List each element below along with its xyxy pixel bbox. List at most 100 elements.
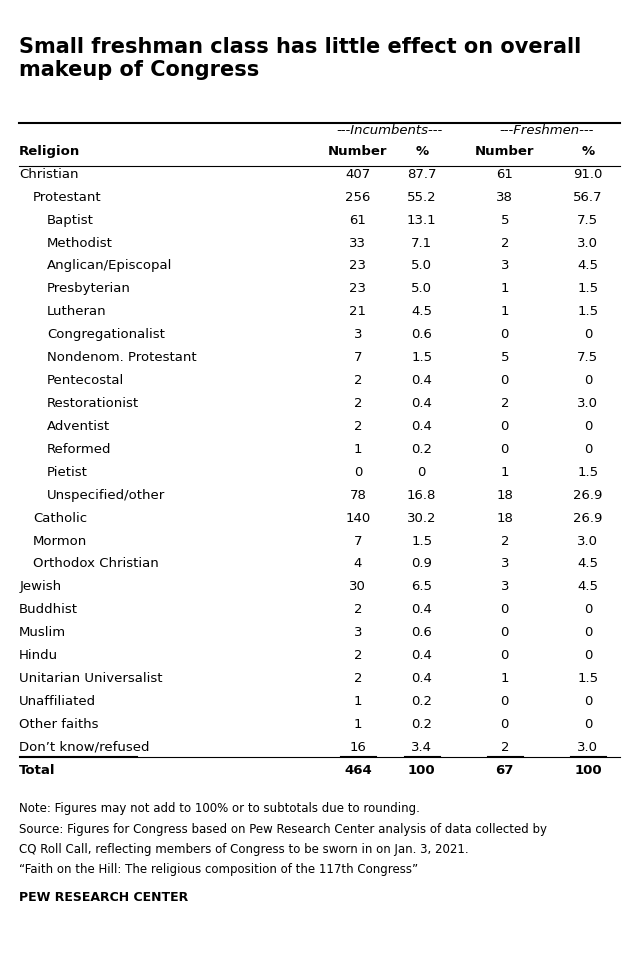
Text: Restorationist: Restorationist	[47, 397, 139, 410]
Text: 2: 2	[353, 672, 362, 685]
Text: 3: 3	[500, 259, 509, 273]
Text: Baptist: Baptist	[47, 214, 94, 226]
Text: 0: 0	[583, 695, 592, 708]
Text: Methodist: Methodist	[47, 237, 113, 249]
Text: Buddhist: Buddhist	[19, 603, 78, 616]
Text: Lutheran: Lutheran	[47, 305, 107, 319]
Text: 7.1: 7.1	[411, 237, 433, 249]
Text: Muslim: Muslim	[19, 626, 66, 639]
Text: CQ Roll Call, reflecting members of Congress to be sworn in on Jan. 3, 2021.: CQ Roll Call, reflecting members of Cong…	[19, 843, 469, 856]
Text: 5: 5	[500, 351, 509, 364]
Text: 7: 7	[353, 351, 362, 364]
Text: Hindu: Hindu	[19, 649, 58, 663]
Text: Protestant: Protestant	[33, 191, 102, 204]
Text: 1: 1	[500, 466, 509, 479]
Text: 1.5: 1.5	[411, 351, 433, 364]
Text: Congregationalist: Congregationalist	[47, 328, 165, 341]
Text: 7: 7	[353, 534, 362, 548]
Text: 56.7: 56.7	[573, 191, 603, 204]
Text: 1: 1	[500, 282, 509, 296]
Text: 0: 0	[500, 328, 509, 341]
Text: 18: 18	[497, 511, 513, 525]
Text: 3: 3	[500, 581, 509, 593]
Text: PEW RESEARCH CENTER: PEW RESEARCH CENTER	[19, 891, 189, 904]
Text: 0: 0	[583, 603, 592, 616]
Text: 2: 2	[353, 603, 362, 616]
Text: 1: 1	[500, 672, 509, 685]
Text: 3: 3	[353, 328, 362, 341]
Text: %: %	[581, 145, 594, 158]
Text: 0: 0	[500, 695, 509, 708]
Text: 0: 0	[583, 443, 592, 455]
Text: 0: 0	[583, 626, 592, 639]
Text: 26.9: 26.9	[573, 488, 603, 502]
Text: Total: Total	[19, 764, 56, 777]
Text: ---Incumbents---: ---Incumbents---	[337, 124, 443, 137]
Text: 0.9: 0.9	[412, 558, 432, 570]
Text: 1.5: 1.5	[411, 534, 433, 548]
Text: 38: 38	[497, 191, 513, 204]
Text: 55.2: 55.2	[407, 191, 436, 204]
Text: 0.4: 0.4	[412, 672, 432, 685]
Text: 6.5: 6.5	[412, 581, 432, 593]
Text: 30: 30	[350, 581, 366, 593]
Text: 140: 140	[345, 511, 371, 525]
Text: Reformed: Reformed	[47, 443, 112, 455]
Text: 0: 0	[500, 626, 509, 639]
Text: Mormon: Mormon	[33, 534, 88, 548]
Text: 87.7: 87.7	[407, 168, 436, 181]
Text: 2: 2	[353, 420, 362, 433]
Text: 5: 5	[500, 214, 509, 226]
Text: Pentecostal: Pentecostal	[47, 374, 125, 387]
Text: Adventist: Adventist	[47, 420, 111, 433]
Text: Number: Number	[328, 145, 388, 158]
Text: 0.2: 0.2	[412, 717, 432, 731]
Text: 5.0: 5.0	[412, 259, 432, 273]
Text: 0: 0	[583, 420, 592, 433]
Text: Number: Number	[475, 145, 535, 158]
Text: 4: 4	[353, 558, 362, 570]
Text: ---Freshmen---: ---Freshmen---	[499, 124, 594, 137]
Text: 78: 78	[350, 488, 366, 502]
Text: 1: 1	[500, 305, 509, 319]
Text: 1.5: 1.5	[577, 466, 599, 479]
Text: 4.5: 4.5	[578, 581, 598, 593]
Text: Anglican/Episcopal: Anglican/Episcopal	[47, 259, 173, 273]
Text: 4.5: 4.5	[578, 558, 598, 570]
Text: 61: 61	[497, 168, 513, 181]
Text: 0: 0	[583, 328, 592, 341]
Text: Jewish: Jewish	[19, 581, 61, 593]
Text: 33: 33	[350, 237, 366, 249]
Text: 0: 0	[500, 374, 509, 387]
Text: Orthodox Christian: Orthodox Christian	[33, 558, 159, 570]
Text: 2: 2	[500, 397, 509, 410]
Text: 0.6: 0.6	[412, 328, 432, 341]
Text: 3.4: 3.4	[412, 741, 432, 754]
Text: Unitarian Universalist: Unitarian Universalist	[19, 672, 163, 685]
Text: 1.5: 1.5	[577, 282, 599, 296]
Text: 18: 18	[497, 488, 513, 502]
Text: 0.2: 0.2	[412, 443, 432, 455]
Text: 0: 0	[583, 374, 592, 387]
Text: Other faiths: Other faiths	[19, 717, 98, 731]
Text: 23: 23	[350, 259, 366, 273]
Text: 2: 2	[500, 741, 509, 754]
Text: 0: 0	[500, 603, 509, 616]
Text: 0.4: 0.4	[412, 374, 432, 387]
Text: 1: 1	[353, 717, 362, 731]
Text: 0.4: 0.4	[412, 420, 432, 433]
Text: 3.0: 3.0	[578, 237, 598, 249]
Text: 1.5: 1.5	[577, 672, 599, 685]
Text: 67: 67	[496, 764, 514, 777]
Text: 21: 21	[350, 305, 366, 319]
Text: Christian: Christian	[19, 168, 79, 181]
Text: Pietist: Pietist	[47, 466, 88, 479]
Text: 2: 2	[353, 374, 362, 387]
Text: 3.0: 3.0	[578, 741, 598, 754]
Text: 0: 0	[500, 420, 509, 433]
Text: 0.2: 0.2	[412, 695, 432, 708]
Text: 26.9: 26.9	[573, 511, 603, 525]
Text: Unspecified/other: Unspecified/other	[47, 488, 166, 502]
Text: Presbyterian: Presbyterian	[47, 282, 131, 296]
Text: 0.4: 0.4	[412, 397, 432, 410]
